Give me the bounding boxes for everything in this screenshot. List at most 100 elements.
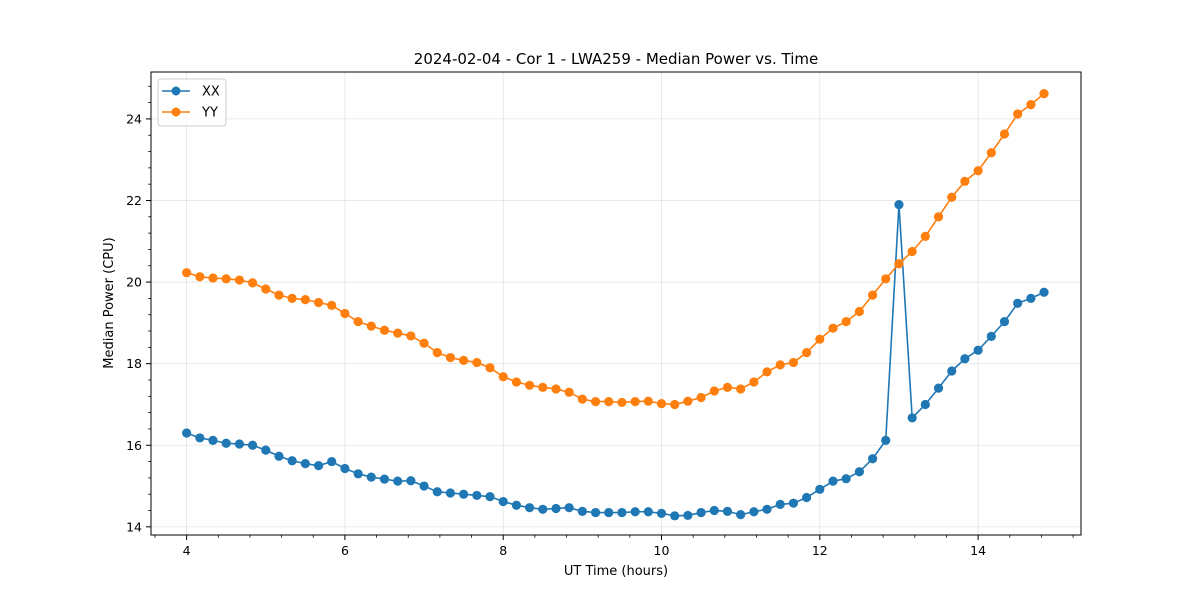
data-point-yy <box>828 323 838 333</box>
data-point-yy <box>300 295 310 305</box>
data-point-yy <box>182 268 192 278</box>
data-point-yy <box>881 274 891 284</box>
data-point-yy <box>1039 89 1049 99</box>
data-point-xx <box>670 511 680 521</box>
legend-marker-xx <box>171 86 181 96</box>
series-xx <box>182 199 1049 521</box>
data-point-xx <box>973 345 983 355</box>
chart-title: 2024-02-04 - Cor 1 - LWA259 - Median Pow… <box>414 50 818 68</box>
data-point-yy <box>247 278 258 288</box>
data-point-yy <box>868 290 878 300</box>
data-point-xx <box>683 510 693 521</box>
data-point-xx <box>788 498 799 508</box>
data-point-yy <box>340 308 350 319</box>
data-point-xx <box>709 505 719 516</box>
data-point-xx <box>313 461 324 471</box>
data-point-xx <box>419 481 429 491</box>
data-point-yy <box>986 148 996 158</box>
data-point-xx <box>590 507 601 518</box>
data-point-yy <box>590 397 601 407</box>
series-layer <box>182 89 1049 521</box>
y-tick-label: 20 <box>126 275 142 290</box>
data-point-xx <box>551 503 561 514</box>
data-point-xx <box>445 488 456 498</box>
legend-marker-yy <box>171 107 181 117</box>
data-point-yy <box>419 338 429 348</box>
data-point-xx <box>604 507 614 518</box>
data-point-yy <box>459 355 469 366</box>
data-point-yy <box>947 192 957 202</box>
data-point-yy <box>617 397 627 408</box>
data-point-xx <box>801 492 812 503</box>
data-point-yy <box>261 284 271 294</box>
data-point-yy <box>894 259 904 269</box>
data-point-yy <box>643 396 653 406</box>
data-point-yy <box>366 321 376 331</box>
y-tick-label: 16 <box>126 438 142 453</box>
data-point-xx <box>208 435 218 445</box>
data-point-yy <box>722 382 733 392</box>
data-point-xx <box>564 503 574 513</box>
data-point-xx <box>234 439 245 449</box>
data-point-yy <box>287 293 297 304</box>
data-point-yy <box>472 357 482 368</box>
data-point-yy <box>564 387 574 397</box>
data-point-xx <box>762 504 772 514</box>
data-point-xx <box>524 503 535 513</box>
data-point-xx <box>300 459 310 469</box>
series-yy <box>182 89 1049 410</box>
data-point-xx <box>841 474 851 484</box>
y-tick-label: 14 <box>126 519 142 534</box>
data-point-xx <box>577 506 587 516</box>
data-point-yy <box>696 392 706 403</box>
data-point-xx <box>366 472 376 482</box>
data-point-xx <box>182 428 192 438</box>
data-point-yy <box>709 386 719 396</box>
data-point-yy <box>1013 109 1023 119</box>
data-point-xx <box>195 433 205 443</box>
data-point-xx <box>630 507 640 517</box>
plot-frame <box>150 71 1082 536</box>
data-point-xx <box>696 507 706 518</box>
data-point-xx <box>999 317 1010 327</box>
data-point-xx <box>485 492 495 502</box>
x-tick-label: 6 <box>341 543 349 558</box>
x-axis-label: UT Time (hours) <box>564 564 668 579</box>
y-tick-label: 22 <box>126 193 142 208</box>
data-point-yy <box>920 231 930 241</box>
data-point-yy <box>999 129 1010 139</box>
data-point-xx <box>498 496 508 507</box>
data-point-yy <box>604 397 614 407</box>
data-point-yy <box>1026 100 1036 110</box>
data-point-yy <box>406 331 416 341</box>
data-point-yy <box>749 377 759 387</box>
data-point-xx <box>722 506 733 516</box>
data-point-xx <box>221 438 231 448</box>
data-point-xx <box>379 474 390 484</box>
data-point-xx <box>393 476 403 486</box>
data-point-xx <box>775 499 785 510</box>
data-point-yy <box>432 348 442 358</box>
x-tick-label: 4 <box>183 543 191 558</box>
data-point-xx <box>406 476 416 486</box>
data-point-yy <box>498 372 508 382</box>
axis-ticks: 4 6 8 10 12 14 14 16 18 20 22 24 <box>126 85 1074 558</box>
data-point-yy <box>234 275 245 285</box>
data-point-yy <box>577 394 587 404</box>
data-point-xx <box>340 463 350 474</box>
x-tick-label: 8 <box>499 543 507 558</box>
data-point-xx <box>947 366 957 376</box>
data-point-xx <box>643 507 653 517</box>
data-point-xx <box>1026 293 1036 304</box>
data-point-xx <box>656 508 667 518</box>
data-point-xx <box>538 504 548 514</box>
data-point-yy <box>393 328 403 338</box>
data-point-yy <box>195 272 205 282</box>
data-point-xx <box>815 484 825 494</box>
data-point-yy <box>788 357 799 368</box>
data-point-yy <box>933 212 944 222</box>
x-tick-label: 14 <box>970 543 986 558</box>
data-point-yy <box>511 377 522 387</box>
data-point-yy <box>683 396 693 406</box>
data-point-xx <box>881 435 891 445</box>
